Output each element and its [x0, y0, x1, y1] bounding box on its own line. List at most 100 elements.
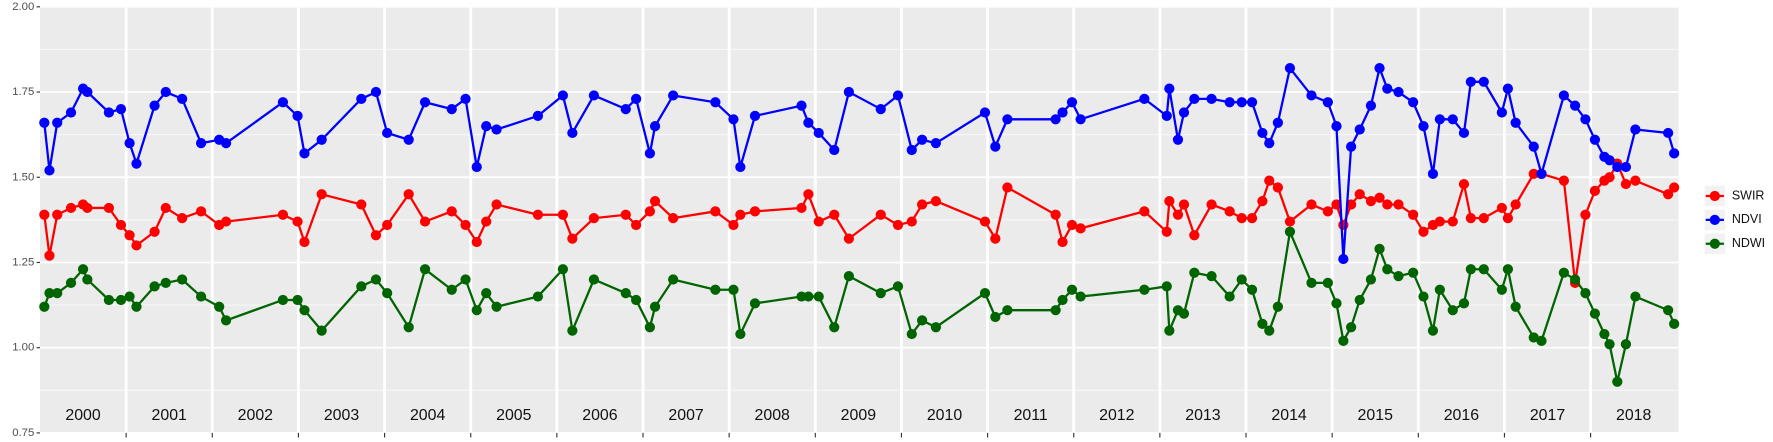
point: [567, 127, 578, 139]
point: [1418, 121, 1429, 132]
point: [1161, 226, 1172, 237]
point: [214, 301, 225, 312]
point: [65, 202, 77, 214]
point: [1569, 100, 1581, 111]
point: [82, 202, 93, 214]
point: [813, 291, 824, 302]
point: [813, 216, 824, 227]
point: [382, 127, 393, 139]
point: [710, 206, 721, 217]
point: [1478, 213, 1489, 224]
point: [1354, 189, 1365, 200]
point: [356, 281, 367, 292]
point: [1050, 209, 1061, 220]
point: [906, 216, 917, 227]
point: [1075, 114, 1086, 125]
point: [917, 134, 928, 145]
point: [1057, 236, 1068, 248]
point: [220, 138, 232, 149]
point: [460, 219, 471, 231]
point: [115, 219, 127, 231]
point: [749, 206, 761, 217]
point: [160, 86, 171, 98]
point: [979, 288, 991, 299]
point: [749, 110, 761, 122]
point: [1284, 216, 1296, 227]
point: [1496, 284, 1507, 295]
point: [1669, 148, 1680, 159]
year-label: 2011: [1014, 407, 1048, 424]
point: [1502, 264, 1514, 275]
point: [1418, 226, 1429, 237]
point: [1272, 117, 1284, 128]
point: [131, 301, 142, 312]
year-label: 2008: [755, 407, 791, 424]
point: [292, 216, 303, 227]
point: [1393, 199, 1404, 210]
point: [1630, 124, 1641, 135]
point: [82, 86, 93, 98]
point: [1669, 318, 1680, 329]
point: [1178, 308, 1190, 319]
marks: [39, 63, 1680, 387]
point: [917, 315, 928, 326]
point: [1322, 97, 1333, 108]
point: [803, 291, 814, 302]
point: [1246, 284, 1258, 295]
point: [77, 264, 89, 275]
point: [1418, 291, 1429, 302]
point: [382, 219, 393, 231]
point: [124, 291, 135, 302]
point: [1189, 230, 1200, 241]
point: [1589, 185, 1601, 197]
point: [1139, 93, 1150, 104]
point: [1528, 168, 1539, 179]
point: [1465, 213, 1476, 224]
point: [481, 121, 492, 132]
point: [52, 209, 63, 220]
point: [1306, 277, 1317, 289]
point: [1246, 97, 1258, 108]
point: [177, 93, 188, 104]
point: [356, 93, 367, 104]
point: [843, 233, 855, 244]
point: [1264, 175, 1275, 186]
point: [370, 86, 382, 98]
point: [316, 325, 327, 336]
point: [567, 233, 578, 244]
point: [620, 288, 631, 299]
point: [843, 86, 855, 98]
point: [875, 288, 886, 299]
point: [491, 199, 502, 210]
point: [1365, 274, 1377, 285]
point: [1447, 216, 1458, 227]
point: [316, 134, 327, 145]
legend-dot: [1709, 238, 1720, 249]
point: [649, 301, 661, 312]
point: [532, 209, 544, 220]
point: [567, 325, 578, 336]
year-label: 2001: [152, 407, 188, 424]
point: [990, 233, 1001, 244]
point: [796, 100, 807, 111]
point: [649, 196, 661, 207]
year-label: 2016: [1444, 407, 1480, 424]
point: [1178, 199, 1190, 210]
point: [1408, 209, 1419, 220]
point: [177, 213, 188, 224]
legend: SWIR NDVI NDWI: [1704, 185, 1765, 254]
point: [1589, 134, 1601, 145]
point: [620, 209, 631, 220]
point: [979, 216, 991, 227]
point: [1338, 253, 1349, 265]
point: [1322, 277, 1333, 289]
point: [299, 305, 310, 316]
point: [1663, 305, 1674, 316]
point: [1604, 155, 1615, 166]
point: [1612, 161, 1623, 173]
point: [277, 209, 289, 220]
point: [1434, 216, 1445, 227]
point: [875, 209, 886, 220]
point: [1050, 305, 1061, 316]
point: [668, 274, 679, 285]
